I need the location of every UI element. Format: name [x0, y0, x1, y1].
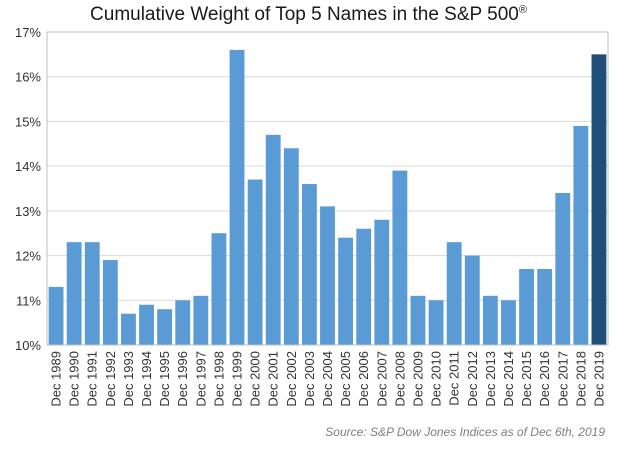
bars	[48, 49, 607, 346]
x-tick-label: Dec 2009	[410, 351, 425, 407]
bar	[211, 233, 227, 345]
bar	[446, 242, 462, 345]
x-tick-label: Dec 2004	[320, 351, 335, 407]
x-tick-label: Dec 1992	[103, 351, 118, 407]
x-tick-label: Dec 2012	[465, 351, 480, 407]
x-tick-label: Dec 2002	[284, 351, 299, 407]
bar	[464, 255, 480, 345]
x-tick-label: Dec 2005	[338, 351, 353, 407]
bar	[247, 179, 263, 345]
bar	[301, 184, 317, 345]
x-tick-label: Dec 2000	[248, 351, 263, 407]
bar	[265, 134, 281, 345]
bar	[193, 295, 209, 345]
x-tick-label: Dec 1993	[121, 351, 136, 407]
bar	[428, 300, 444, 345]
plot-frame	[46, 31, 609, 346]
x-tick-label: Dec 2010	[429, 351, 444, 407]
bar	[66, 242, 82, 345]
x-tick-label: Dec 2006	[356, 351, 371, 407]
x-tick-label: Dec 1996	[175, 351, 190, 407]
bar	[48, 286, 64, 345]
x-tick-label: Dec 1991	[85, 351, 100, 407]
y-tick-label: 12%	[15, 249, 41, 264]
x-tick-label: Dec 1989	[49, 351, 64, 407]
plot-border	[46, 31, 609, 346]
bar	[356, 228, 372, 345]
registered-mark: ®	[518, 4, 527, 16]
bar	[84, 242, 100, 345]
bar	[157, 309, 173, 345]
bar	[229, 49, 245, 346]
x-tick-label: Dec 2017	[555, 351, 570, 407]
x-tick-label: Dec 2018	[573, 351, 588, 407]
bar	[555, 192, 571, 345]
y-tick-label: 10%	[15, 338, 41, 353]
x-tick-label: Dec 2014	[501, 351, 516, 407]
y-tick-label: 15%	[15, 114, 41, 129]
bar	[283, 148, 299, 345]
x-tick-label: Dec 2015	[519, 351, 534, 407]
x-tick-label: Dec 2008	[392, 351, 407, 407]
bar	[501, 300, 516, 345]
bar	[591, 54, 607, 345]
bar	[139, 304, 154, 345]
bar	[338, 237, 354, 345]
x-tick-label: Dec 2003	[302, 351, 317, 407]
x-tick-label: Dec 2007	[374, 351, 389, 407]
y-tick-label: 17%	[15, 25, 41, 40]
chart-title-text: Cumulative Weight of Top 5 Names in the …	[90, 4, 519, 25]
source-note: Source: S&P Dow Jones Indices as of Dec …	[325, 425, 605, 439]
bar	[121, 313, 136, 345]
x-tick-label: Dec 2011	[447, 351, 462, 406]
y-tick-label: 14%	[15, 159, 41, 174]
x-tick-label: Dec 2019	[591, 351, 606, 407]
x-tick-label: Dec 2016	[537, 351, 552, 407]
x-tick-label: Dec 2013	[483, 351, 498, 407]
y-axis-ticks: 10% 11% 12% 13% 14% 15% 16% 17%	[15, 25, 41, 353]
x-tick-label: Dec 1998	[211, 351, 226, 407]
chart-title: Cumulative Weight of Top 5 Names in the …	[0, 4, 617, 26]
bar	[102, 260, 118, 345]
bar	[573, 125, 589, 346]
x-tick-label: Dec 1994	[139, 351, 154, 407]
x-tick-label: Dec 1995	[157, 351, 172, 407]
y-tick-label: 16%	[15, 70, 41, 85]
x-tick-label: Dec 2001	[266, 351, 281, 407]
x-axis-ticks: Dec 1989 Dec 1990 Dec 1991 Dec 1992 Dec 1993…	[49, 351, 607, 407]
y-tick-label: 13%	[15, 204, 41, 219]
y-tick-label: 11%	[16, 293, 41, 308]
x-tick-label: Dec 1990	[67, 351, 82, 407]
bar	[175, 300, 191, 345]
bar	[537, 268, 553, 345]
bar	[482, 295, 498, 345]
bar	[519, 268, 534, 345]
bar	[410, 295, 426, 345]
bar	[374, 219, 390, 345]
x-tick-label: Dec 1997	[193, 351, 208, 407]
x-tick-label: Dec 1999	[230, 351, 245, 407]
bar	[392, 170, 408, 345]
bar	[320, 206, 335, 345]
